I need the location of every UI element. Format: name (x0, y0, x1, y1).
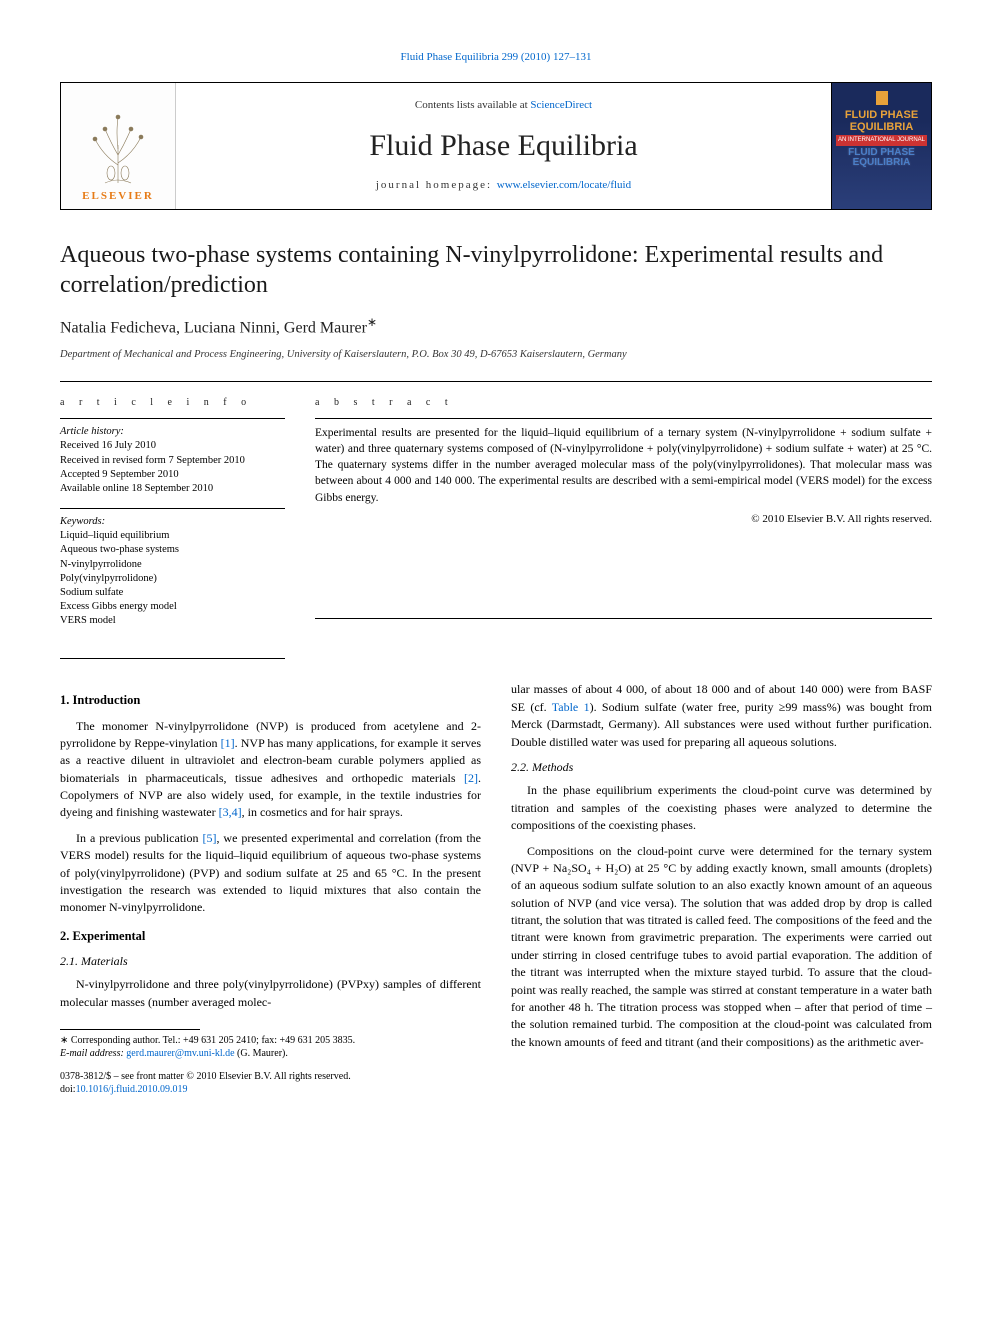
keyword: Aqueous two-phase systems (60, 543, 285, 557)
article-info-column: a r t i c l e i n f o Article history: R… (60, 396, 285, 641)
journal-reference: Fluid Phase Equilibria 299 (2010) 127–13… (60, 50, 932, 66)
abstract-text: Experimental results are presented for t… (315, 425, 932, 505)
homepage-link[interactable]: www.elsevier.com/locate/fluid (497, 179, 631, 191)
abstract-copyright: © 2010 Elsevier B.V. All rights reserved… (315, 512, 932, 528)
article-title: Aqueous two-phase systems containing N-v… (60, 240, 932, 300)
rule-info-2 (60, 508, 285, 509)
banner-center: Contents lists available at ScienceDirec… (176, 83, 831, 209)
doi-line: doi:10.1016/j.fluid.2010.09.019 (60, 1083, 481, 1096)
cover-title-2: FLUID PHASE EQUILIBRIA (848, 148, 915, 169)
history-label: Article history: (60, 425, 285, 439)
footnote-block: ∗ Corresponding author. Tel.: +49 631 20… (60, 1034, 481, 1060)
body-paragraph: In a previous publication [5], we presen… (60, 830, 481, 917)
cover-subtitle: AN INTERNATIONAL JOURNAL (836, 135, 927, 146)
keyword: Sodium sulfate (60, 586, 285, 600)
keywords-label: Keywords: (60, 515, 285, 529)
keyword: N-vinylpyrrolidone (60, 558, 285, 572)
affiliation: Department of Mechanical and Process Eng… (60, 347, 932, 362)
rule-top (60, 381, 932, 382)
article-history-block: Article history: Received 16 July 2010 R… (60, 425, 285, 496)
author-list: Natalia Fedicheva, Luciana Ninni, Gerd M… (60, 314, 932, 340)
subsection-heading-methods: 2.2. Methods (511, 759, 932, 776)
keyword: Poly(vinylpyrrolidone) (60, 572, 285, 586)
citation-link[interactable]: [5] (202, 831, 216, 845)
elsevier-tree-icon (83, 105, 153, 185)
body-paragraph: The monomer N-vinylpyrrolidone (NVP) is … (60, 718, 481, 822)
section-heading-experimental: 2. Experimental (60, 927, 481, 945)
issn-line: 0378-3812/$ – see front matter © 2010 El… (60, 1070, 481, 1083)
body-paragraph: N-vinylpyrrolidone and three poly(vinylp… (60, 976, 481, 1011)
homepage-line: journal homepage: www.elsevier.com/locat… (376, 178, 631, 194)
cover-mini-icon (876, 91, 888, 105)
subsection-heading-materials: 2.1. Materials (60, 953, 481, 970)
history-line: Received in revised form 7 September 201… (60, 454, 285, 468)
footer-meta: 0378-3812/$ – see front matter © 2010 El… (60, 1070, 481, 1096)
sciencedirect-link[interactable]: ScienceDirect (530, 99, 592, 111)
keyword: VERS model (60, 614, 285, 628)
doi-link[interactable]: 10.1016/j.fluid.2010.09.019 (76, 1084, 188, 1095)
footnote-rule (60, 1029, 200, 1030)
abstract-heading: a b s t r a c t (315, 396, 932, 411)
email-link[interactable]: gerd.maurer@mv.uni-kl.de (126, 1048, 234, 1059)
contents-prefix: Contents lists available at (415, 99, 530, 111)
body-paragraph: ular masses of about 4 000, of about 18 … (511, 681, 932, 751)
keyword: Excess Gibbs energy model (60, 600, 285, 614)
page-root: Fluid Phase Equilibria 299 (2010) 127–13… (0, 0, 992, 1136)
contents-line: Contents lists available at ScienceDirec… (415, 98, 592, 114)
journal-cover-thumb: FLUID PHASE EQUILIBRIA AN INTERNATIONAL … (831, 83, 931, 209)
keyword: Liquid–liquid equilibrium (60, 529, 285, 543)
authors-text: Natalia Fedicheva, Luciana Ninni, Gerd M… (60, 319, 367, 336)
rule-abs-2 (315, 618, 932, 619)
cover-title-1: FLUID PHASE EQUILIBRIA (845, 109, 918, 133)
elsevier-wordmark: ELSEVIER (82, 189, 154, 205)
publisher-block: ELSEVIER (61, 83, 176, 209)
citation-link[interactable]: [2] (464, 771, 478, 785)
keywords-block: Keywords: Liquid–liquid equilibrium Aque… (60, 515, 285, 628)
journal-banner: ELSEVIER Contents lists available at Sci… (60, 82, 932, 210)
corresponding-mark: ∗ (367, 315, 377, 329)
body-paragraph: Compositions on the cloud-point curve we… (511, 843, 932, 1052)
body-two-column: 1. Introduction The monomer N-vinylpyrro… (60, 681, 932, 1096)
corresponding-author-footnote: ∗ Corresponding author. Tel.: +49 631 20… (60, 1034, 481, 1047)
article-info-heading: a r t i c l e i n f o (60, 396, 285, 411)
rule-info-1 (60, 418, 285, 419)
table-ref-link[interactable]: Table 1 (552, 700, 590, 714)
history-line: Available online 18 September 2010 (60, 482, 285, 496)
journal-ref-link[interactable]: Fluid Phase Equilibria 299 (2010) 127–13… (401, 51, 592, 63)
history-line: Received 16 July 2010 (60, 439, 285, 453)
email-footnote: E-mail address: gerd.maurer@mv.uni-kl.de… (60, 1047, 481, 1060)
rule-abs-1 (315, 418, 932, 419)
homepage-prefix: journal homepage: (376, 179, 497, 191)
info-abstract-row: a r t i c l e i n f o Article history: R… (60, 396, 932, 641)
rule-bottom (60, 658, 285, 659)
journal-title: Fluid Phase Equilibria (369, 124, 637, 168)
abstract-column: a b s t r a c t Experimental results are… (315, 396, 932, 641)
body-paragraph: In the phase equilibrium experiments the… (511, 782, 932, 834)
section-heading-intro: 1. Introduction (60, 691, 481, 709)
history-line: Accepted 9 September 2010 (60, 468, 285, 482)
citation-link[interactable]: [3,4] (219, 805, 242, 819)
citation-link[interactable]: [1] (221, 736, 235, 750)
